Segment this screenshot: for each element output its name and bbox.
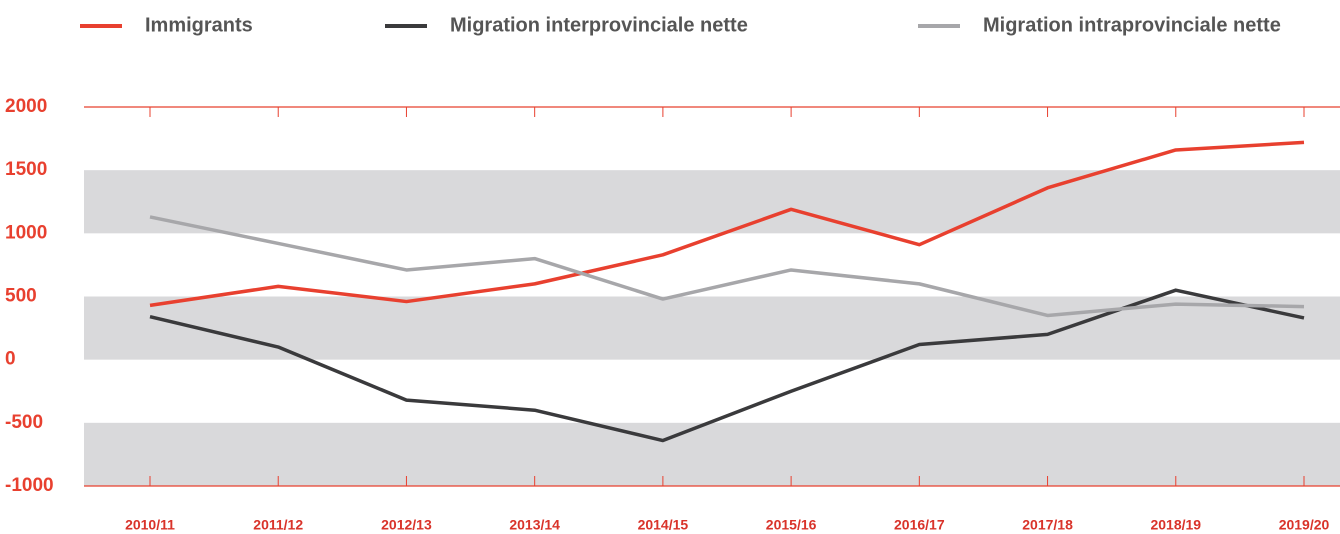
- x-tick-label: 2013/14: [509, 517, 560, 533]
- y-tick-label: 1000: [5, 222, 47, 243]
- x-tick-label: 2017/18: [1022, 517, 1073, 533]
- y-tick-label: -500: [5, 412, 43, 433]
- legend-label: Migration interprovinciale nette: [450, 14, 748, 36]
- y-tick-label: 0: [5, 349, 16, 370]
- y-tick-label: 1500: [5, 159, 47, 180]
- series-line: [149, 215, 1305, 318]
- series-line: [149, 288, 1305, 443]
- grid-band: [84, 422, 1340, 486]
- y-tick-label: 2000: [5, 96, 47, 117]
- x-tick-label: 2010/11: [125, 517, 175, 533]
- x-tick-label: 2016/17: [894, 517, 945, 533]
- x-tick-label: 2012/13: [381, 517, 432, 533]
- x-tick-label: 2018/19: [1150, 517, 1201, 533]
- legend-label: Immigrants: [145, 14, 253, 36]
- x-tick-label: 2011/12: [253, 517, 303, 533]
- x-tick-label: 2015/16: [766, 517, 817, 533]
- y-tick-label: -1000: [5, 475, 54, 496]
- x-tick-label: 2014/15: [638, 517, 689, 533]
- y-tick-label: 500: [5, 286, 37, 307]
- x-tick-label: 2019/20: [1279, 517, 1330, 533]
- series-line: [149, 140, 1305, 308]
- grid-band: [84, 170, 1340, 234]
- legend-label: Migration intraprovinciale nette: [983, 14, 1281, 36]
